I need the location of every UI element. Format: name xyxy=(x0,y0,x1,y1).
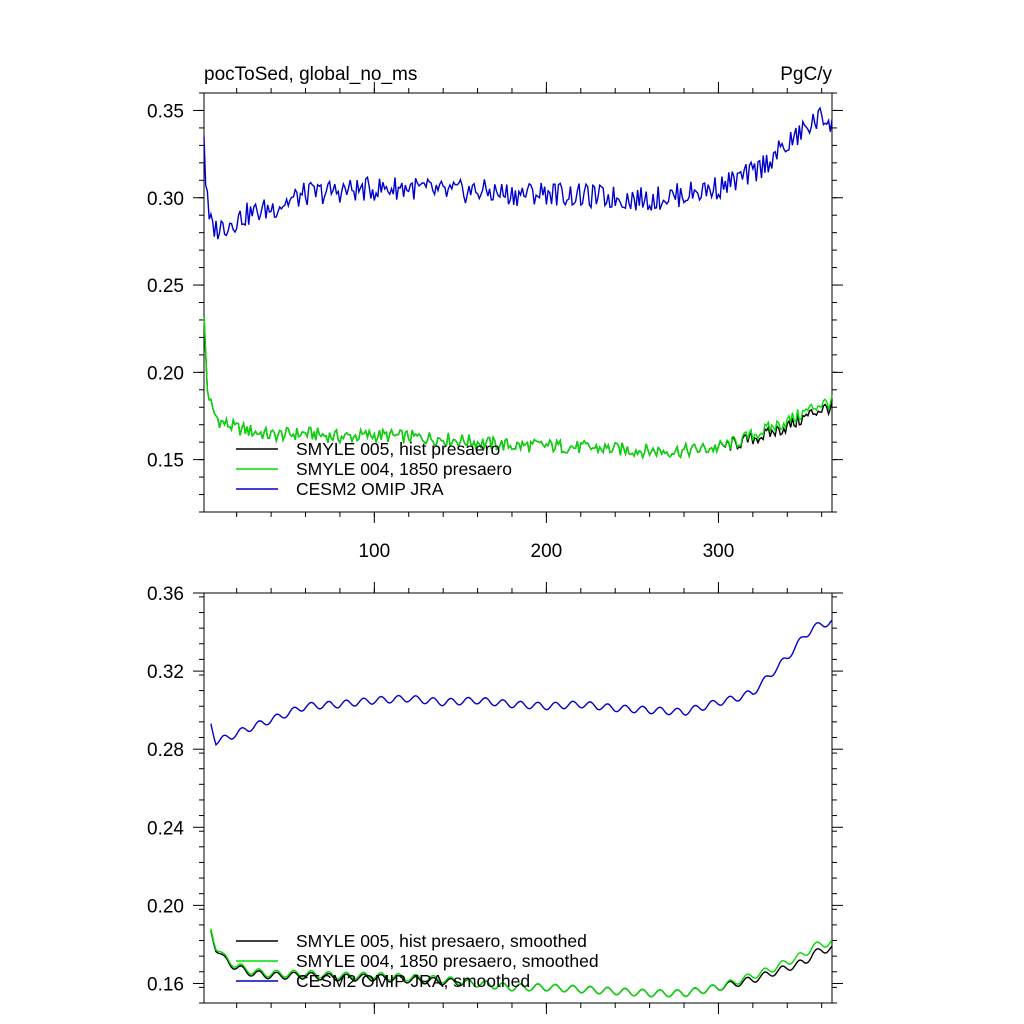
y-tick-label: 0.24 xyxy=(147,818,184,839)
series-line xyxy=(203,314,833,460)
bottom-panel: 0.16 0.20 0.24 0.28 0.32 0.36 SMYLE 005, hist … xyxy=(147,582,843,1014)
legend-label: SMYLE 004, 1850 presaero, smoothed xyxy=(296,951,599,971)
x-tick-label: 100 xyxy=(358,541,390,562)
series-line xyxy=(210,928,833,998)
x-tick-label: 300 xyxy=(703,541,735,562)
y-tick-label: 0.32 xyxy=(147,662,184,683)
legend-label: CESM2 OMIP JRA xyxy=(296,479,444,499)
legend-label: CESM2 OMIP JRA, smoothed xyxy=(296,971,530,991)
legend-label: SMYLE 005, hist presaero, smoothed xyxy=(296,931,587,951)
y-tick-label: 0.30 xyxy=(147,189,184,210)
plot-frame xyxy=(203,592,833,1004)
x-tick-label: 200 xyxy=(531,541,563,562)
y-tick-label: 0.20 xyxy=(147,363,184,384)
y-tick-label: 0.20 xyxy=(147,896,184,917)
y-tick-label: 0.36 xyxy=(147,584,184,605)
y-tick-label: 0.16 xyxy=(147,974,184,995)
chart-title-left: pocToSed, global_no_ms xyxy=(204,64,417,85)
series-line xyxy=(203,106,833,240)
y-tick-label: 0.15 xyxy=(147,451,184,472)
y-tick-label: 0.28 xyxy=(147,740,184,761)
top-panel: 100 200 300 0.15 0.20 0.25 0.30 0.35 pocToSed, g… xyxy=(147,64,843,562)
y-tick-label: 0.35 xyxy=(147,101,184,122)
series-line xyxy=(210,619,833,747)
legend-label: SMYLE 005, hist presaero xyxy=(296,439,500,459)
y-tick-label: 0.25 xyxy=(147,276,184,297)
chart-title-right: PgC/y xyxy=(780,64,832,85)
legend-label: SMYLE 004, 1850 presaero xyxy=(296,459,512,479)
